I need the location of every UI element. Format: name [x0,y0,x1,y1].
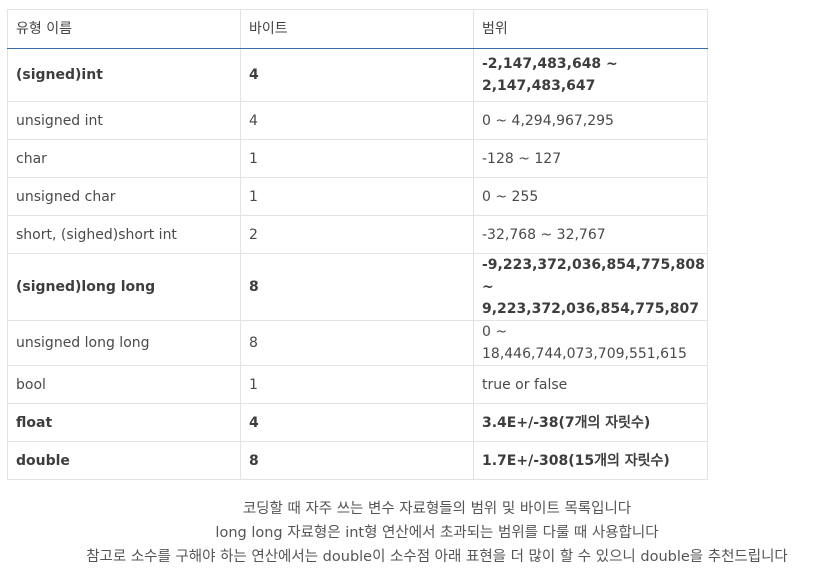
cell-type: char [7,139,241,178]
table-row: char 1 -128 ~ 127 [7,139,708,178]
table-row: bool 1 true or false [7,365,708,404]
cell-range: -2,147,483,648 ~ 2,147,483,647 [473,48,708,102]
cell-bytes: 1 [240,139,474,178]
cell-range: -9,223,372,036,854,775,808 ~ 9,223,372,0… [473,253,708,321]
cell-range: 0 ~ 18,446,744,073,709,551,615 [473,320,708,366]
cell-type: float [7,403,241,442]
cell-type: unsigned char [7,177,241,216]
cell-range: -128 ~ 127 [473,139,708,178]
caption-line: long long 자료형은 int형 연산에서 초과되는 범위를 다룰 때 사… [215,525,659,541]
table-header-row: 유형 이름 바이트 범위 [7,9,708,49]
cell-bytes: 1 [240,177,474,216]
table-row: short, (sighed)short int 2 -32,768 ~ 32,… [7,215,708,254]
cell-bytes: 8 [240,441,474,480]
cell-type: bool [7,365,241,404]
header-range: 범위 [473,9,708,49]
cell-type: (signed)int [7,48,241,102]
caption-line: 코딩할 때 자주 쓰는 변수 자료형들의 범위 및 바이트 목록입니다 [242,501,632,517]
cell-bytes: 2 [240,215,474,254]
cell-type: unsigned long long [7,320,241,366]
table-row: unsigned int 4 0 ~ 4,294,967,295 [7,101,708,140]
table-row: (signed)long long 8 -9,223,372,036,854,7… [7,253,708,321]
cell-type: (signed)long long [7,253,241,321]
cell-bytes: 4 [240,403,474,442]
cell-bytes: 1 [240,365,474,404]
caption-line: 참고로 소수를 구해야 하는 연산에서는 double이 소수점 아래 표현을 … [86,549,788,565]
cell-range: -32,768 ~ 32,767 [473,215,708,254]
cell-range: true or false [473,365,708,404]
table-row: float 4 3.4E+/-38(7개의 자릿수) [7,403,708,442]
table-row: unsigned long long 8 0 ~ 18,446,744,073,… [7,320,708,366]
cell-range: 1.7E+/-308(15개의 자릿수) [473,441,708,480]
header-type-name: 유형 이름 [7,9,241,49]
cell-bytes: 8 [240,320,474,366]
cell-range: 0 ~ 4,294,967,295 [473,101,708,140]
cell-bytes: 4 [240,101,474,140]
cell-type: double [7,441,241,480]
cell-bytes: 4 [240,48,474,102]
table-row: unsigned char 1 0 ~ 255 [7,177,708,216]
table-row: double 8 1.7E+/-308(15개의 자릿수) [7,441,708,480]
cell-type: unsigned int [7,101,241,140]
caption: 코딩할 때 자주 쓰는 변수 자료형들의 범위 및 바이트 목록입니다 long… [0,497,831,569]
table-row: (signed)int 4 -2,147,483,648 ~ 2,147,483… [7,48,708,102]
cell-type: short, (sighed)short int [7,215,241,254]
header-bytes: 바이트 [240,9,474,49]
cell-bytes: 8 [240,253,474,321]
cell-range: 0 ~ 255 [473,177,708,216]
data-type-table: 유형 이름 바이트 범위 (signed)int 4 -2,147,483,64… [7,9,708,480]
cell-range: 3.4E+/-38(7개의 자릿수) [473,403,708,442]
